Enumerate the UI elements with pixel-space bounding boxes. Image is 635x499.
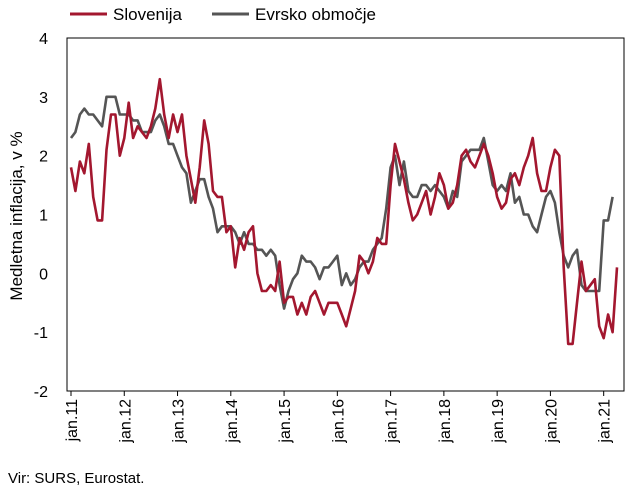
y-tick-label: 3 — [39, 90, 48, 107]
x-tick-label: jan.14 — [224, 399, 241, 444]
series-line-slovenija — [69, 77, 619, 346]
y-axis-label: Medletna inflacija, v % — [7, 131, 26, 300]
x-tick-label: jan.16 — [330, 399, 347, 444]
y-tick-label: 2 — [39, 149, 48, 166]
x-tick-label: jan.12 — [117, 399, 134, 444]
x-tick-label: jan.15 — [277, 399, 294, 444]
y-tick-label: 4 — [39, 31, 48, 48]
y-tick-label: -2 — [34, 384, 48, 401]
x-tick-label: jan.19 — [490, 399, 507, 444]
x-tick-label: jan.21 — [597, 399, 614, 444]
series-layer — [69, 77, 619, 346]
x-tick-label: jan.17 — [384, 399, 401, 444]
source-note: Vir: SURS, Eurostat. — [8, 470, 145, 487]
x-axis-ticks: jan.11 jan.12 jan.13 jan.14 jan.15 jan.16 jan.… — [64, 391, 614, 444]
plot-frame — [66, 37, 625, 392]
x-tick-label: jan.20 — [543, 399, 560, 444]
chart-legend: Slovenija Evrsko območje — [70, 5, 376, 24]
x-tick-label: jan.18 — [437, 399, 454, 444]
y-axis-ticks: 4 3 2 1 0 -1 -2 — [34, 31, 48, 401]
x-tick-label: jan.13 — [171, 399, 188, 444]
series-line-evrsko-obmocje — [69, 95, 614, 310]
y-tick-label: 1 — [39, 208, 48, 225]
legend-label-evrsko-obmocje: Evrsko območje — [255, 5, 376, 24]
legend-label-slovenija: Slovenija — [113, 5, 183, 24]
y-tick-label: 0 — [39, 266, 48, 283]
y-tick-label: -1 — [34, 325, 48, 342]
x-tick-label: jan.11 — [64, 399, 81, 443]
